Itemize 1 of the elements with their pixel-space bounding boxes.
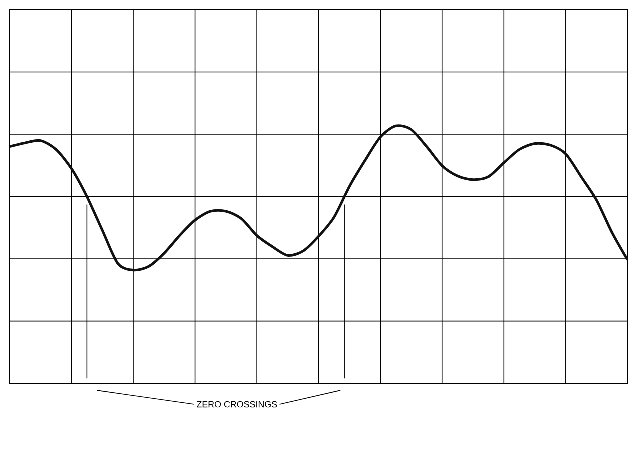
text: ZERO CROSSINGS — [196, 401, 278, 408]
